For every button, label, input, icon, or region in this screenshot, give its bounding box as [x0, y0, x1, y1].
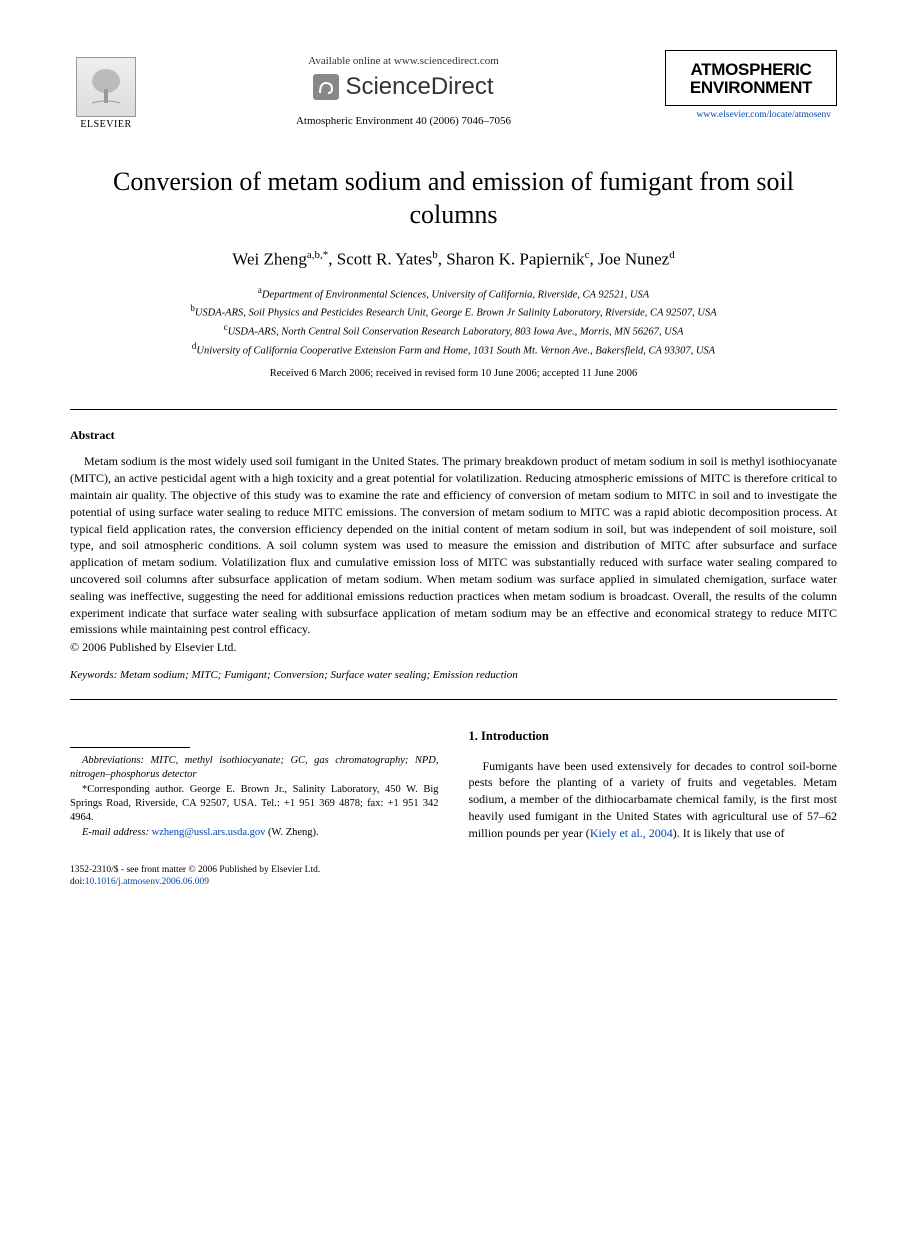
rule-top [70, 409, 837, 410]
journal-box-wrapper: ATMOSPHERIC ENVIRONMENT www.elsevier.com… [665, 50, 837, 120]
footnote-abbreviations: Abbreviations: MITC, methyl isothiocyana… [70, 754, 439, 782]
sciencedirect-brand: ScienceDirect [142, 73, 665, 101]
issn-line: 1352-2310/$ - see front matter © 2006 Pu… [70, 864, 837, 876]
keywords-list: Metam sodium; MITC; Fumigant; Conversion… [120, 669, 518, 681]
authors-line: Wei Zhenga,b,*, Scott R. Yatesb, Sharon … [70, 249, 837, 270]
keywords: Keywords: Metam sodium; MITC; Fumigant; … [70, 669, 837, 681]
rule-bottom [70, 699, 837, 700]
abstract-heading: Abstract [70, 428, 837, 443]
elsevier-logo: ELSEVIER [70, 50, 142, 130]
journal-name-line1: ATMOSPHERIC [672, 61, 830, 79]
keywords-label: Keywords: [70, 669, 117, 681]
center-header: Available online at www.sciencedirect.co… [142, 50, 665, 127]
affiliations: aDepartment of Environmental Sciences, U… [70, 284, 837, 359]
two-column-body: Abbreviations: MITC, methyl isothiocyana… [70, 728, 837, 841]
footnotes: Abbreviations: MITC, methyl isothiocyana… [70, 754, 439, 842]
footnote-rule [70, 747, 190, 748]
citation-link[interactable]: Kiely et al., 2004 [590, 826, 673, 840]
header-row: ELSEVIER Available online at www.science… [70, 50, 837, 130]
elsevier-tree-icon [76, 57, 136, 117]
right-column: 1. Introduction Fumigants have been used… [469, 728, 838, 841]
abstract-body: Metam sodium is the most widely used soi… [70, 453, 837, 638]
email-link[interactable]: wzheng@ussl.ars.usda.gov [152, 827, 266, 838]
journal-box: ATMOSPHERIC ENVIRONMENT [665, 50, 837, 106]
article-dates: Received 6 March 2006; received in revis… [70, 368, 837, 379]
abstract-copyright: © 2006 Published by Elsevier Ltd. [70, 640, 837, 655]
sciencedirect-icon [313, 74, 339, 100]
affiliation-a: aDepartment of Environmental Sciences, U… [70, 284, 837, 303]
email-author: (W. Zheng). [268, 827, 319, 838]
affiliation-d: dUniversity of California Cooperative Ex… [70, 340, 837, 359]
journal-link[interactable]: www.elsevier.com/locate/atmosenv [665, 110, 837, 120]
introduction-body: Fumigants have been used extensively for… [469, 758, 838, 842]
journal-name-line2: ENVIRONMENT [672, 79, 830, 97]
article-title: Conversion of metam sodium and emission … [70, 166, 837, 231]
footnote-email: E-mail address: wzheng@ussl.ars.usda.gov… [70, 826, 439, 840]
affiliation-c: cUSDA-ARS, North Central Soil Conservati… [70, 321, 837, 340]
intro-part2: ). It is likely that use of [673, 826, 785, 840]
introduction-heading: 1. Introduction [469, 728, 838, 746]
doi-link[interactable]: 10.1016/j.atmosenv.2006.06.009 [85, 877, 209, 887]
doi-label: doi: [70, 877, 85, 887]
footnote-corresponding: *Corresponding author. George E. Brown J… [70, 783, 439, 826]
bottom-meta: 1352-2310/$ - see front matter © 2006 Pu… [70, 864, 837, 889]
sciencedirect-text: ScienceDirect [345, 73, 493, 101]
email-label: E-mail address: [82, 827, 149, 838]
journal-reference: Atmospheric Environment 40 (2006) 7046–7… [142, 115, 665, 127]
journal-link-text: www.elsevier.com/locate/atmosenv [697, 110, 831, 120]
doi-line: doi:10.1016/j.atmosenv.2006.06.009 [70, 876, 837, 888]
affiliation-b: bUSDA-ARS, Soil Physics and Pesticides R… [70, 302, 837, 321]
available-online-text: Available online at www.sciencedirect.co… [142, 55, 665, 67]
elsevier-label: ELSEVIER [80, 119, 131, 130]
left-column: Abbreviations: MITC, methyl isothiocyana… [70, 728, 439, 841]
